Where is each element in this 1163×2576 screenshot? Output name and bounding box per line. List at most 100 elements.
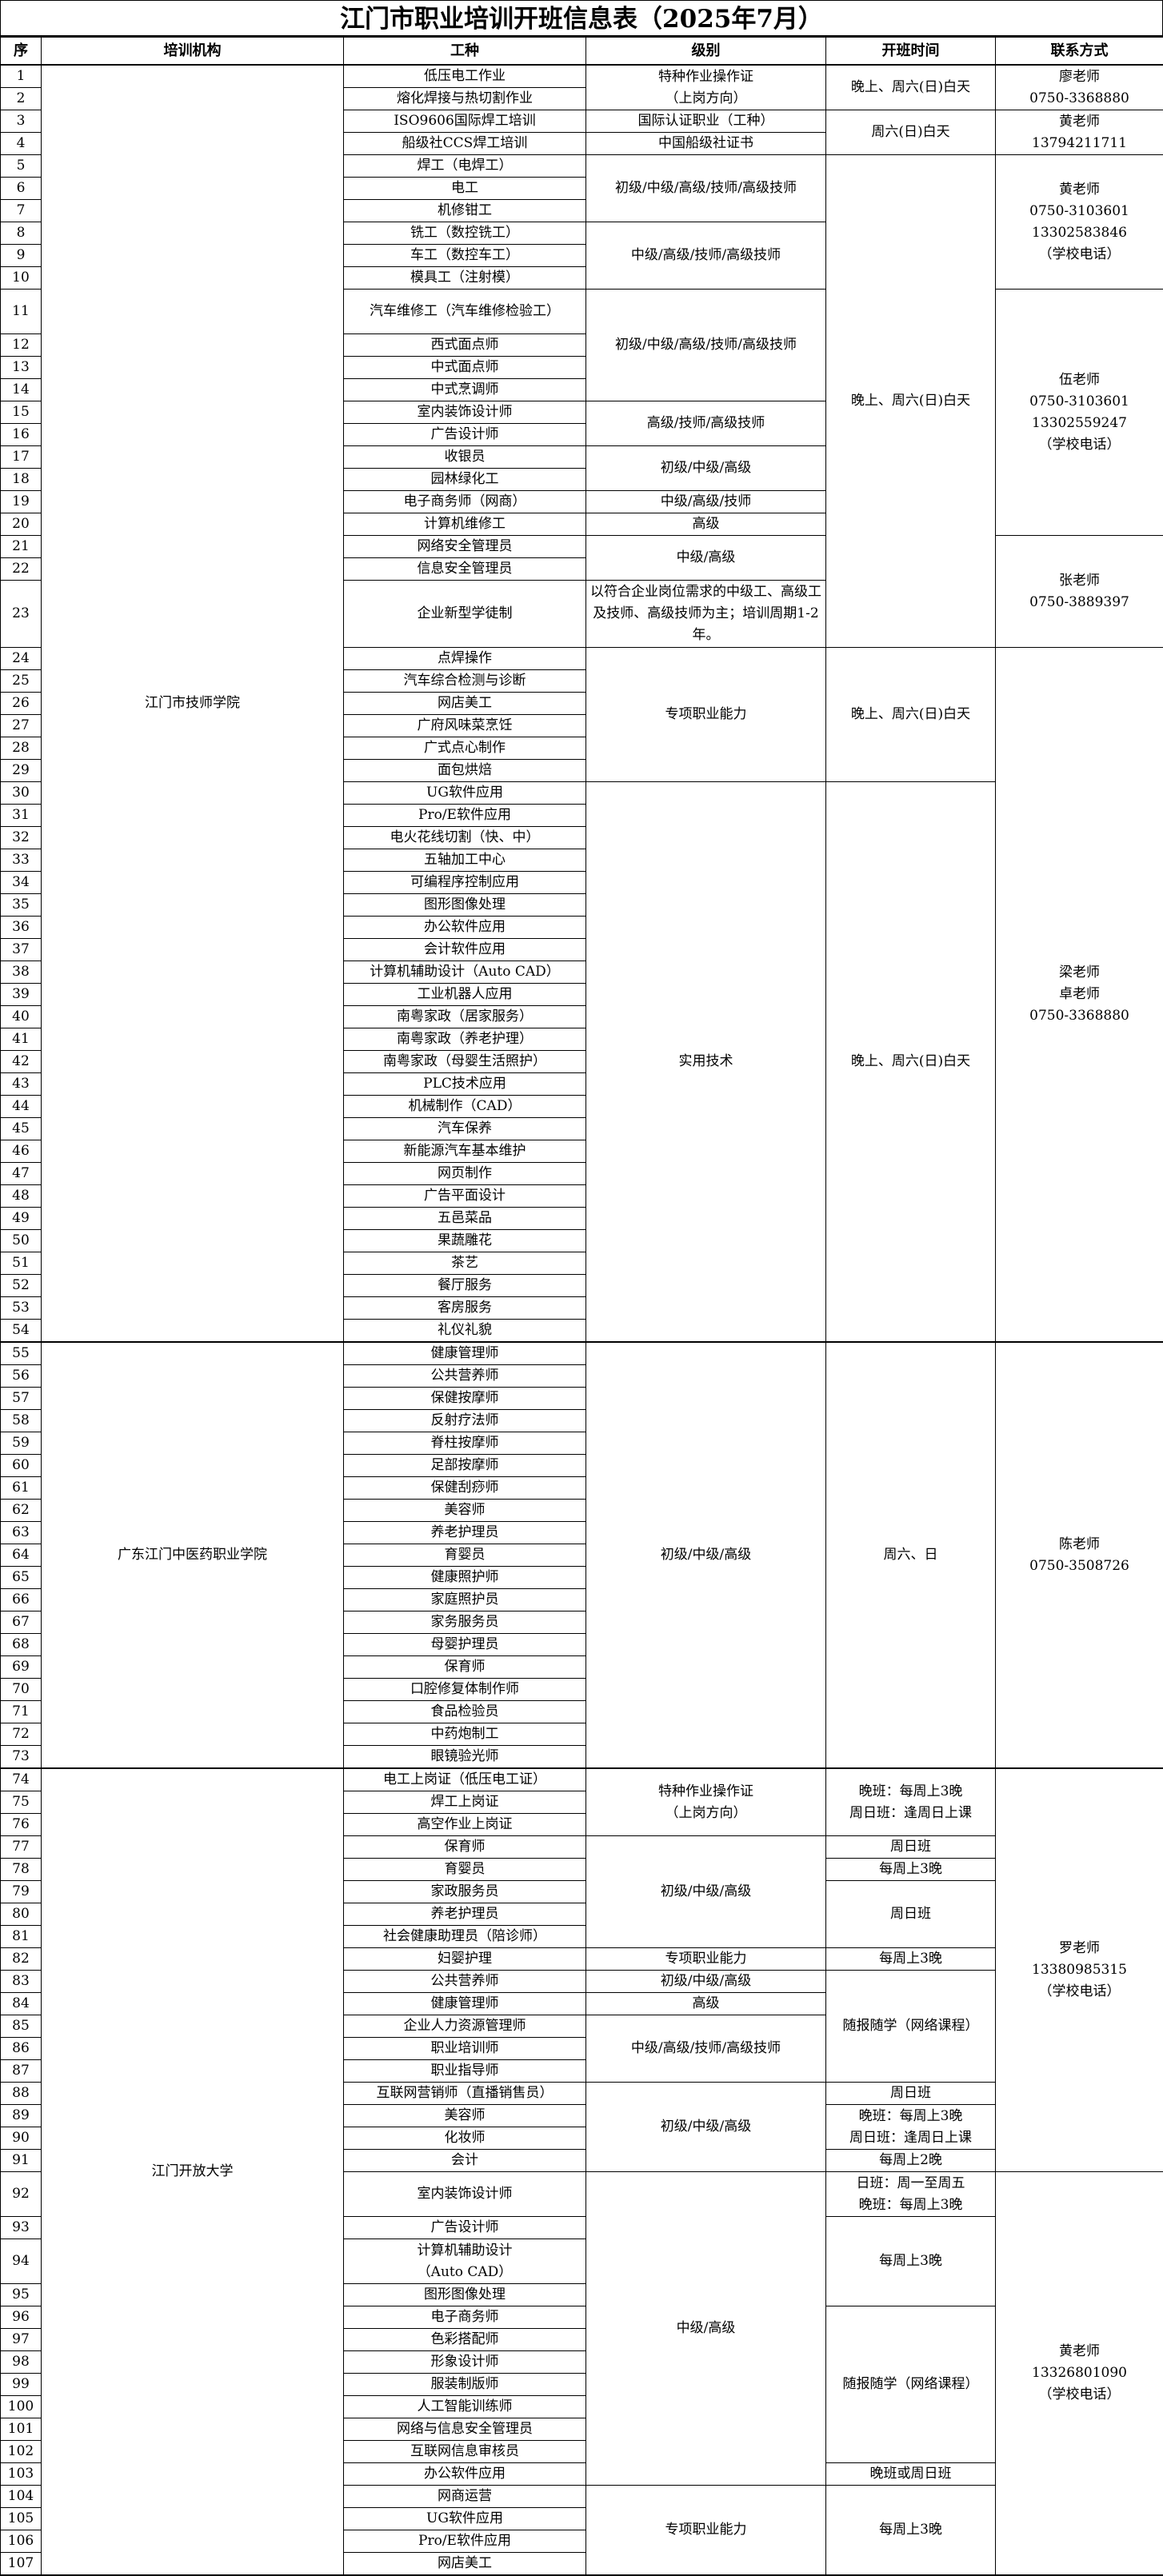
trade-cell: 眼镜验光师 xyxy=(344,1746,586,1769)
trade-cell: 育婴员 xyxy=(344,1859,586,1881)
row-number: 9 xyxy=(1,245,42,267)
schedule-cell: 每周上3晚 xyxy=(826,1948,996,1971)
trade-cell: 熔化焊接与热切割作业 xyxy=(344,88,586,110)
row-number: 65 xyxy=(1,1567,42,1589)
trade-cell: 电火花线切割（快、中） xyxy=(344,827,586,849)
header-no: 序 xyxy=(1,38,42,66)
trade-cell: 网页制作 xyxy=(344,1163,586,1185)
trade-cell: 中式烹调师 xyxy=(344,379,586,401)
row-number: 91 xyxy=(1,2150,42,2172)
row-number: 76 xyxy=(1,1814,42,1836)
trade-cell: 公共营养师 xyxy=(344,1365,586,1388)
row-number: 20 xyxy=(1,513,42,536)
trade-cell: 客房服务 xyxy=(344,1297,586,1320)
trade-cell: 互联网营销师（直播销售员） xyxy=(344,2083,586,2105)
institution-cell: 江门开放大学 xyxy=(42,1768,344,2575)
schedule-cell: 晚上、周六(日)白天 xyxy=(826,782,996,1343)
row-number: 42 xyxy=(1,1051,42,1073)
trade-cell: 中式面点师 xyxy=(344,357,586,379)
trade-cell: 五邑菜品 xyxy=(344,1208,586,1230)
row-number: 19 xyxy=(1,491,42,513)
row-number: 26 xyxy=(1,693,42,715)
row-number: 99 xyxy=(1,2374,42,2396)
row-number: 45 xyxy=(1,1118,42,1140)
trade-cell: 图形图像处理 xyxy=(344,2284,586,2306)
trade-cell: 计算机维修工 xyxy=(344,513,586,536)
schedule-cell: 晚上、周六(日)白天 xyxy=(826,65,996,110)
row-number: 80 xyxy=(1,1903,42,1926)
level-cell: 初级/中级/高级 xyxy=(586,446,826,491)
trade-cell: 电子商务师 xyxy=(344,2306,586,2329)
level-cell: 以符合企业岗位需求的中级工、高级工及技师、高级技师为主；培训周期1-2年。 xyxy=(586,581,826,648)
row-number: 3 xyxy=(1,110,42,133)
row-number: 88 xyxy=(1,2083,42,2105)
trade-cell: 汽车保养 xyxy=(344,1118,586,1140)
trade-cell: 会计软件应用 xyxy=(344,939,586,961)
schedule-cell: 随报随学（网络课程） xyxy=(826,2306,996,2463)
trade-cell: 脊柱按摩师 xyxy=(344,1432,586,1455)
row-number: 36 xyxy=(1,917,42,939)
row-number: 98 xyxy=(1,2351,42,2374)
row-number: 25 xyxy=(1,670,42,693)
row-number: 62 xyxy=(1,1500,42,1522)
header-contact: 联系方式 xyxy=(996,38,1163,66)
trade-cell: 低压电工作业 xyxy=(344,65,586,88)
level-cell: 初级/中级/高级 xyxy=(586,1342,826,1768)
row-number: 85 xyxy=(1,2015,42,2038)
level-cell: 中级/高级 xyxy=(586,536,826,581)
row-number: 38 xyxy=(1,961,42,984)
trade-cell: 美容师 xyxy=(344,2105,586,2127)
trade-cell: 企业新型学徒制 xyxy=(344,581,586,648)
level-cell: 实用技术 xyxy=(586,782,826,1343)
schedule-cell: 晚上、周六(日)白天 xyxy=(826,648,996,782)
row-number: 63 xyxy=(1,1522,42,1544)
row-number: 73 xyxy=(1,1746,42,1769)
level-cell: 中级/高级 xyxy=(586,2172,826,2486)
row-number: 68 xyxy=(1,1634,42,1656)
row-number: 75 xyxy=(1,1791,42,1814)
level-cell: 专项职业能力 xyxy=(586,2486,826,2576)
row-number: 1 xyxy=(1,65,42,88)
trade-cell: 养老护理员 xyxy=(344,1522,586,1544)
header-time: 开班时间 xyxy=(826,38,996,66)
trade-cell: 公共营养师 xyxy=(344,1971,586,1993)
level-cell: 专项职业能力 xyxy=(586,648,826,782)
row-number: 100 xyxy=(1,2396,42,2418)
row-number: 70 xyxy=(1,1679,42,1701)
trade-cell: 船级社CCS焊工培训 xyxy=(344,133,586,155)
row-number: 12 xyxy=(1,334,42,357)
trade-cell: 信息安全管理员 xyxy=(344,558,586,581)
trade-cell: 化妆师 xyxy=(344,2127,586,2150)
row-number: 32 xyxy=(1,827,42,849)
trade-cell: 色彩搭配师 xyxy=(344,2329,586,2351)
row-number: 60 xyxy=(1,1455,42,1477)
trade-cell: 机械制作（CAD） xyxy=(344,1096,586,1118)
row-number: 29 xyxy=(1,760,42,782)
trade-cell: 室内装饰设计师 xyxy=(344,401,586,424)
trade-cell: 网店美工 xyxy=(344,2553,586,2576)
trade-cell: 汽车维修工（汽车维修检验工） xyxy=(344,290,586,334)
row-number: 35 xyxy=(1,894,42,917)
row-number: 33 xyxy=(1,849,42,872)
institution-cell: 广东江门中医药职业学院 xyxy=(42,1342,344,1768)
row-number: 58 xyxy=(1,1410,42,1432)
header-trade: 工种 xyxy=(344,38,586,66)
trade-cell: 健康照护师 xyxy=(344,1567,586,1589)
level-cell: 中国船级社证书 xyxy=(586,133,826,155)
trade-cell: 广告设计师 xyxy=(344,424,586,446)
trade-cell: 保育师 xyxy=(344,1656,586,1679)
row-number: 52 xyxy=(1,1275,42,1297)
row-number: 18 xyxy=(1,469,42,491)
contact-cell: 罗老师 13380985315 （学校电话） xyxy=(996,1768,1163,2172)
row-number: 4 xyxy=(1,133,42,155)
contact-cell: 张老师 0750-3889397 xyxy=(996,536,1163,648)
trade-cell: 妇婴护理 xyxy=(344,1948,586,1971)
trade-cell: 南粤家政（养老护理） xyxy=(344,1028,586,1051)
row-number: 87 xyxy=(1,2060,42,2083)
trade-cell: 可编程序控制应用 xyxy=(344,872,586,894)
row-number: 86 xyxy=(1,2038,42,2060)
row-number: 104 xyxy=(1,2486,42,2508)
row-number: 106 xyxy=(1,2530,42,2553)
row-number: 78 xyxy=(1,1859,42,1881)
row-number: 43 xyxy=(1,1073,42,1096)
